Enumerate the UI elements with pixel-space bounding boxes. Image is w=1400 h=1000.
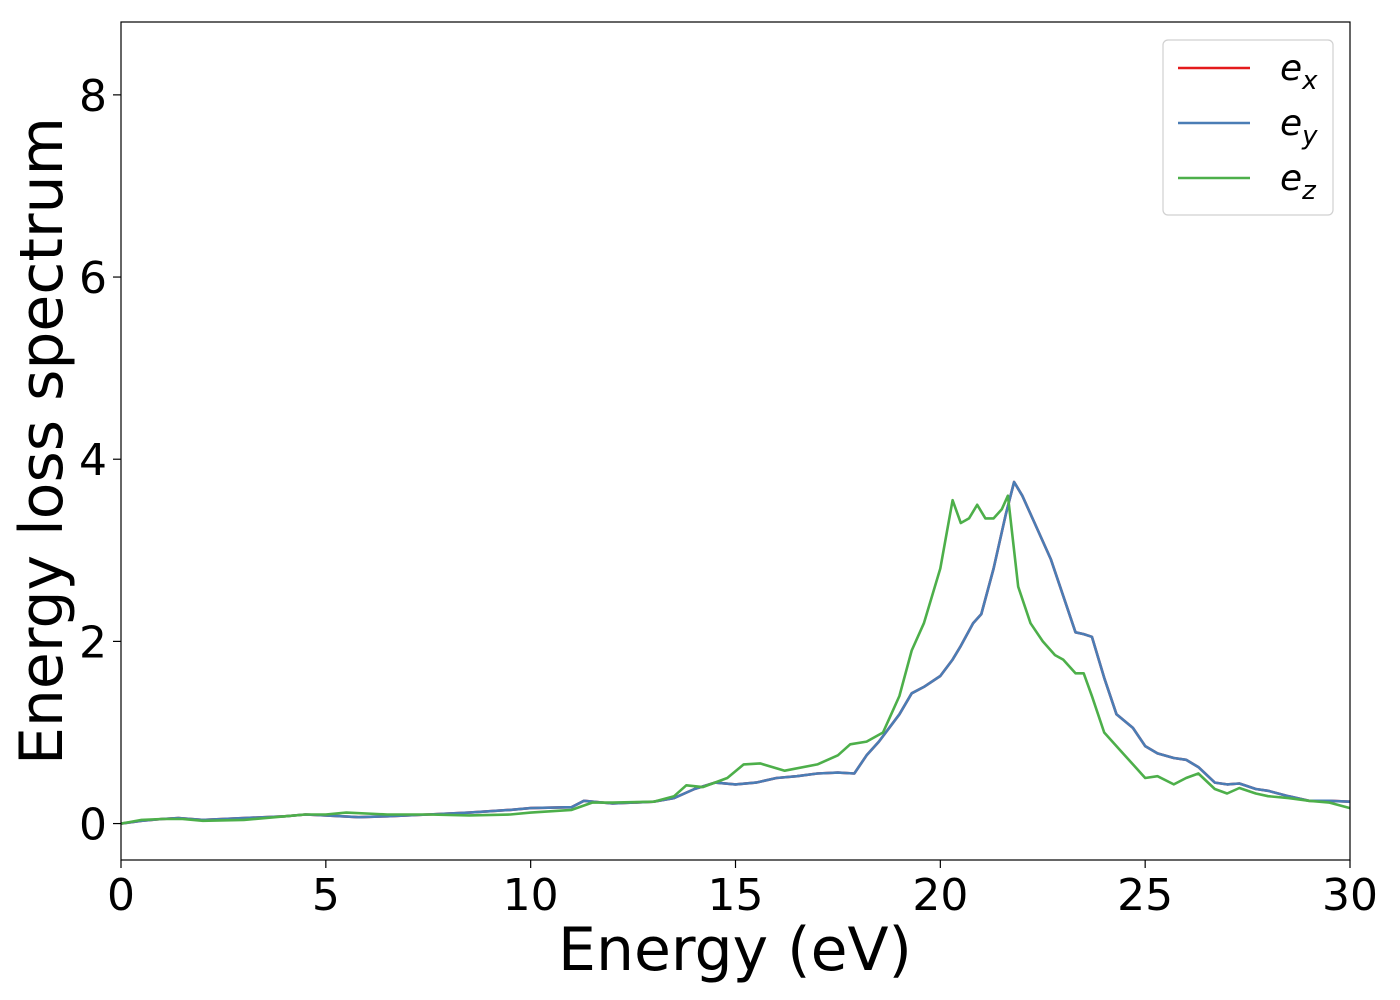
legend: ex ey ez [1162,39,1334,216]
x-tick-label: 20 [912,870,968,921]
series-line-z [120,494,1351,825]
y-tick-label: 0 [79,800,107,851]
y-tick-label: 8 [79,71,107,122]
x-tick-label: 25 [1117,870,1173,921]
legend-label-x: ex [1280,48,1318,96]
x-axis-label: Energy (eV) [558,915,912,985]
legend-entries: ex ey ez [1178,48,1318,206]
legend-box [1162,39,1334,216]
y-tick-label: 6 [79,253,107,304]
legend-label-z: ez [1280,158,1317,206]
y-tick-label: 4 [79,435,107,486]
x-tick-label: 15 [708,870,764,921]
x-tick-label: 30 [1322,870,1378,921]
x-tick-label: 5 [312,870,340,921]
x-tick-label: 0 [107,870,135,921]
plot-lines [120,480,1351,825]
x-tick-label: 10 [503,870,559,921]
legend-label-y: ey [1280,103,1318,151]
y-tick-label: 2 [79,617,107,668]
x-axis-ticks: 0 5 10 15 20 25 30 [107,860,1378,921]
y-axis-ticks: 0 2 4 6 8 [79,71,121,851]
y-axis-label: Energy loss spectrum [7,117,77,765]
